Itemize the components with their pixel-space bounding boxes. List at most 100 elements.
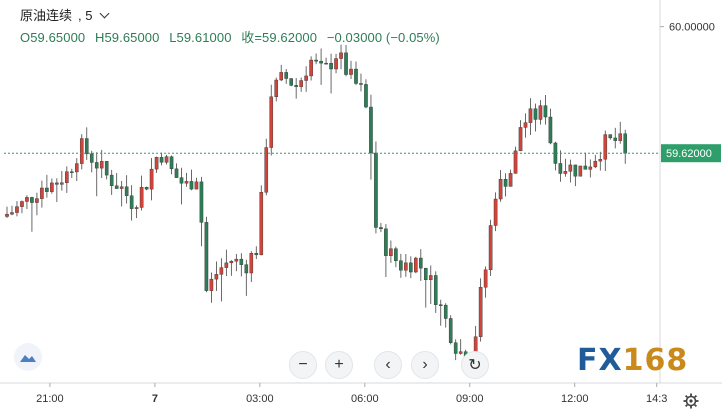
candle-body — [60, 182, 64, 185]
candle-body — [234, 258, 239, 262]
current-price-label: 59.62000 — [666, 148, 712, 160]
candle-body — [513, 150, 518, 174]
candle-body — [239, 258, 244, 265]
candle-body — [114, 185, 119, 189]
candle-body — [99, 161, 104, 169]
candle-body — [409, 262, 413, 273]
candle-body — [219, 267, 224, 275]
candle-body — [109, 174, 114, 187]
candle-body — [169, 156, 174, 170]
candle-body — [339, 52, 343, 59]
candle-body — [478, 287, 483, 337]
interval-label[interactable]: , 5 — [78, 8, 110, 23]
zoom-out-button[interactable]: − — [289, 351, 317, 379]
candle-body — [184, 181, 189, 184]
candle-body — [264, 147, 269, 193]
candle-body — [374, 152, 378, 228]
candle-body — [443, 304, 448, 319]
candle-body — [224, 262, 229, 268]
reset-chart-button[interactable]: ↻ — [461, 351, 489, 379]
candle-body — [65, 171, 69, 184]
candle-body — [129, 195, 134, 209]
close-value: 收=59.62000 — [241, 30, 318, 45]
candle-body — [259, 192, 264, 256]
candle-body — [568, 164, 573, 172]
candle-body — [498, 179, 503, 200]
candle-body — [299, 80, 303, 87]
candle-body — [74, 163, 79, 173]
candle-body — [149, 168, 154, 190]
settings-gear-icon[interactable] — [683, 393, 699, 409]
candle-body — [359, 83, 363, 85]
candle-body — [384, 228, 388, 256]
time-tick-label: 12:00 — [561, 393, 589, 405]
candle-body — [304, 75, 308, 81]
candle-body — [309, 59, 313, 77]
candle-body — [503, 179, 508, 187]
candle-body — [154, 157, 159, 170]
candle-body — [194, 181, 199, 190]
candle-body — [573, 164, 578, 177]
candle-body — [558, 163, 563, 174]
candle-body — [70, 171, 74, 173]
candle-body — [189, 181, 194, 190]
candle-body — [249, 253, 254, 274]
candle-body — [274, 79, 279, 98]
candle-body — [369, 106, 373, 154]
candle-body — [5, 213, 9, 217]
candle-body — [229, 260, 234, 264]
candle-body — [94, 162, 99, 169]
candle-body — [209, 278, 214, 291]
candle-body — [324, 62, 328, 65]
candle-body — [603, 134, 608, 160]
time-tick-label: 14:3 — [646, 393, 667, 405]
candle-body — [379, 227, 383, 230]
candle-body — [508, 173, 513, 187]
current-price-label-bg — [661, 144, 721, 163]
candle-body — [84, 138, 89, 155]
candle-body — [394, 248, 398, 261]
candle-body — [364, 84, 368, 108]
chevron-down-icon — [100, 8, 110, 19]
candle-body — [583, 165, 588, 170]
scroll-right-button[interactable]: › — [411, 351, 439, 379]
time-tick-label: 7 — [152, 393, 158, 405]
candle-body — [164, 156, 169, 163]
candle-body — [419, 257, 423, 269]
candle-body — [15, 206, 19, 213]
candle-body — [404, 262, 408, 271]
candle-body — [458, 351, 463, 354]
chart-title: 原油连续 , 5 — [20, 5, 114, 24]
open-value: O59.65000 — [20, 30, 86, 45]
candle-body — [55, 182, 59, 185]
candle-body — [279, 72, 284, 81]
candle-body — [389, 248, 393, 256]
candle-body — [134, 207, 139, 209]
candle-body — [344, 52, 348, 75]
candle-body — [618, 133, 623, 141]
candle-body — [538, 105, 543, 120]
candle-body — [578, 165, 583, 177]
chart-cloud-icon[interactable] — [14, 343, 42, 371]
candle-body — [284, 72, 288, 79]
time-tick-label: 03:00 — [246, 393, 274, 405]
candle-body — [563, 171, 568, 174]
candle-body — [593, 160, 598, 168]
candle-body — [548, 116, 553, 144]
candle-body — [40, 187, 44, 199]
zoom-in-button[interactable]: + — [325, 351, 353, 379]
change-value: −0.03000 (−0.05%) — [326, 30, 440, 45]
candle-body — [214, 274, 219, 280]
time-tick-label: 06:00 — [351, 393, 379, 405]
candle-body — [314, 59, 318, 62]
candle-body — [354, 68, 358, 84]
candle-body — [45, 187, 49, 192]
candle-body — [448, 318, 453, 343]
candle-body — [483, 269, 488, 288]
scroll-left-button[interactable]: ‹ — [374, 351, 402, 379]
candle-body — [438, 304, 443, 306]
candle-body — [428, 275, 433, 280]
candle-body — [488, 225, 493, 271]
candle-body — [179, 177, 184, 184]
